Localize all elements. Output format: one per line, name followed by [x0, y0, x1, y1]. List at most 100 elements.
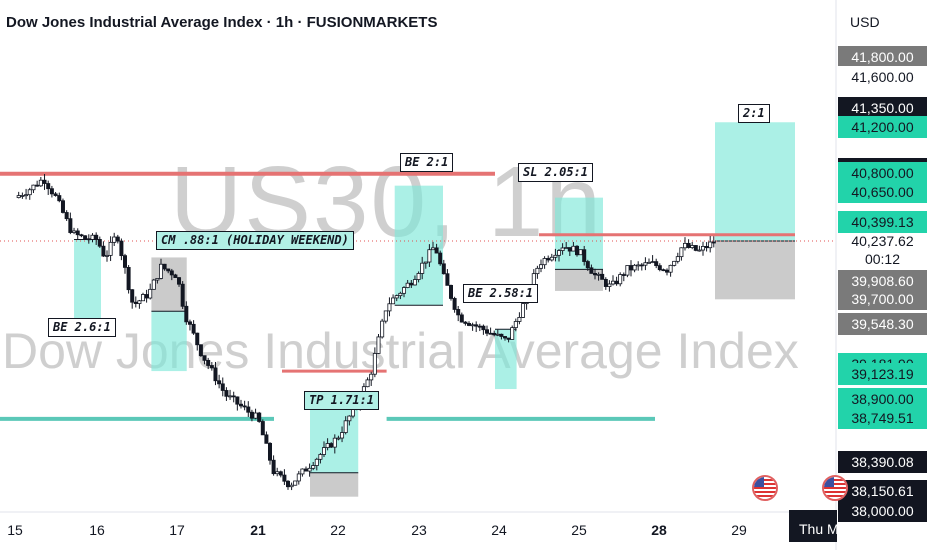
target-zone [495, 329, 517, 390]
candle-body [228, 395, 233, 398]
candle-body [329, 443, 334, 448]
candle-body [72, 230, 77, 233]
candle-body [42, 179, 47, 184]
x-axis-tick: 17 [169, 522, 185, 538]
candle-body [474, 324, 479, 327]
target-zone [74, 239, 101, 324]
trade-annotation-label[interactable]: BE 2.6:1 [48, 318, 116, 337]
trade-annotation-label[interactable]: TP 1.71:1 [304, 391, 380, 410]
candle-body [300, 468, 305, 475]
candle-body [521, 303, 526, 318]
candle-body [235, 396, 240, 405]
candle-body [477, 325, 482, 328]
candle-body [133, 301, 138, 304]
candle-body [112, 236, 117, 243]
candle-body [614, 280, 619, 285]
candle-body [557, 250, 562, 256]
us-flag-event-icon[interactable] [822, 475, 848, 501]
candle-body [466, 323, 471, 326]
candle-body [506, 337, 511, 340]
candle-body [441, 263, 446, 275]
candle-body [191, 323, 196, 334]
candle-body [169, 270, 174, 276]
candle-body [238, 403, 243, 407]
candle-body [108, 241, 113, 256]
candle-body [492, 332, 497, 336]
candle-body [456, 309, 461, 316]
candle-body [629, 265, 634, 271]
crosshair-date-label: Thu M [789, 510, 837, 542]
candle-body [459, 314, 464, 323]
candle-body [546, 258, 551, 261]
candle-body [220, 383, 225, 391]
x-axis-tick: 15 [7, 522, 23, 538]
stop-zone [555, 269, 603, 291]
us-flag-event-icon[interactable] [752, 475, 778, 501]
x-axis-tick: 23 [411, 522, 427, 538]
candle-body [679, 247, 684, 258]
candle-body [650, 261, 655, 264]
price-scale-label: 38,390.08 [838, 451, 927, 473]
price-scale-label: 40,650.00 [838, 181, 927, 203]
candle-body [24, 194, 29, 197]
candle-body [249, 411, 254, 419]
candle-body [607, 283, 612, 287]
candle-body [246, 406, 251, 413]
candle-body [391, 297, 396, 305]
candle-body [701, 246, 706, 251]
candle-body [195, 332, 200, 346]
candle-body [27, 189, 32, 196]
candle-body [105, 254, 110, 257]
candle-body [427, 249, 432, 263]
candle-body [376, 336, 381, 354]
trade-annotation-label[interactable]: BE 2.58:1 [463, 284, 539, 303]
countdown-label: 00:12 [864, 251, 901, 267]
candle-body [140, 294, 145, 302]
trade-annotation-label[interactable]: SL 2.05:1 [518, 163, 594, 182]
candle-body [314, 458, 319, 466]
candle-body [589, 267, 594, 274]
candle-body [412, 279, 417, 286]
candle-body [372, 353, 377, 375]
candle-body [38, 179, 43, 187]
candle-body [31, 184, 36, 191]
candle-body [488, 332, 493, 335]
candle-body [654, 261, 659, 267]
candle-body [672, 260, 677, 266]
candle-body [321, 447, 326, 455]
candle-body [625, 265, 630, 276]
candle-body [278, 471, 283, 476]
candle-body [289, 484, 294, 488]
price-scale-label: 38,150.61 [838, 480, 927, 502]
candle-body [499, 333, 504, 337]
candle-body [307, 467, 312, 472]
candle-body [657, 265, 662, 271]
candle-body [130, 289, 135, 303]
candle-body [162, 263, 167, 270]
trade-annotation-label[interactable]: CM .88:1 (HOLIDAY WEEKEND) [156, 231, 354, 250]
price-scale-label: 39,548.30 [838, 313, 927, 335]
candle-body [303, 468, 308, 472]
x-axis-tick: 28 [651, 522, 667, 538]
trade-annotation-label[interactable]: BE 2:1 [400, 153, 454, 172]
candle-body [275, 471, 280, 475]
candle-body [184, 305, 189, 323]
candle-body [517, 317, 522, 322]
candle-body [49, 188, 54, 195]
trade-annotation-label[interactable]: 2:1 [738, 104, 770, 123]
currency-selector[interactable]: USD [850, 14, 880, 30]
candle-body [484, 329, 489, 334]
candle-body [46, 183, 51, 190]
price-scale-label: 39,700.00 [838, 288, 927, 310]
candle-body [213, 367, 218, 382]
candle-body [293, 480, 298, 486]
candle-body [217, 380, 222, 385]
candle-body [318, 454, 323, 460]
candle-body [35, 184, 40, 187]
chart-title: Dow Jones Industrial Average Index · 1h … [6, 14, 438, 31]
price-scale-label: 38,749.51 [838, 407, 927, 429]
candle-body [448, 284, 453, 299]
candle-body [126, 267, 131, 291]
